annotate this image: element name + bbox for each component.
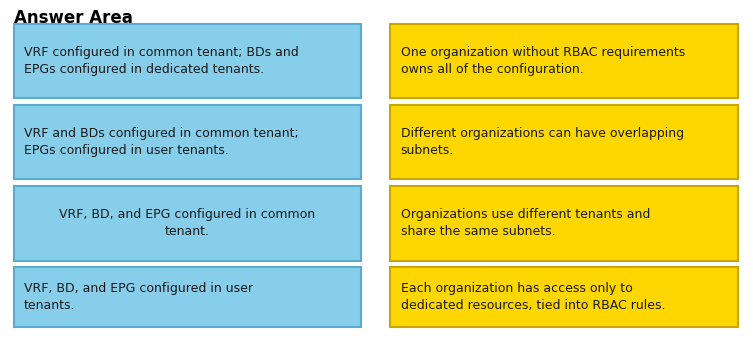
- Text: Each organization has access only to
dedicated resources, tied into RBAC rules.: Each organization has access only to ded…: [401, 282, 665, 312]
- FancyBboxPatch shape: [14, 186, 361, 261]
- FancyBboxPatch shape: [390, 267, 738, 327]
- FancyBboxPatch shape: [14, 24, 361, 98]
- Text: VRF, BD, and EPG configured in user
tenants.: VRF, BD, and EPG configured in user tena…: [24, 282, 253, 312]
- Text: VRF and BDs configured in common tenant;
EPGs configured in user tenants.: VRF and BDs configured in common tenant;…: [24, 127, 299, 157]
- FancyBboxPatch shape: [14, 105, 361, 179]
- Text: VRF configured in common tenant; BDs and
EPGs configured in dedicated tenants.: VRF configured in common tenant; BDs and…: [24, 46, 299, 76]
- FancyBboxPatch shape: [390, 186, 738, 261]
- FancyBboxPatch shape: [390, 24, 738, 98]
- FancyBboxPatch shape: [14, 267, 361, 327]
- Text: Answer Area: Answer Area: [14, 9, 133, 27]
- Text: Organizations use different tenants and
share the same subnets.: Organizations use different tenants and …: [401, 208, 650, 238]
- Text: VRF, BD, and EPG configured in common
tenant.: VRF, BD, and EPG configured in common te…: [59, 208, 316, 238]
- Text: One organization without RBAC requirements
owns all of the configuration.: One organization without RBAC requiremen…: [401, 46, 684, 76]
- Text: Different organizations can have overlapping
subnets.: Different organizations can have overlap…: [401, 127, 684, 157]
- FancyBboxPatch shape: [390, 105, 738, 179]
